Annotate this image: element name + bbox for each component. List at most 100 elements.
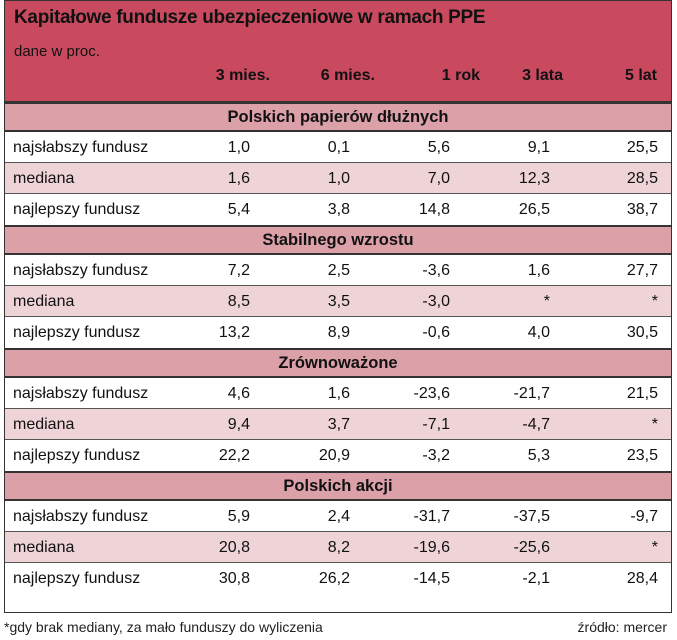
table-row: najlepszy fundusz 22,2 20,9 -3,2 5,3 23,5: [5, 440, 671, 471]
column-header-1-year: 1 rok: [441, 67, 480, 84]
value-cell-3-years: 4,0: [527, 324, 550, 341]
value-cell-3-months: 22,2: [218, 447, 250, 464]
page-subtitle: dane w proc.: [14, 43, 100, 60]
value-cell-3-months: 20,8: [218, 539, 250, 556]
table-row: najlepszy fundusz 13,2 8,9 -0,6 4,0 30,5: [5, 317, 671, 348]
row-label: mediana: [13, 416, 75, 433]
value-cell-6-months: 26,2: [318, 570, 350, 587]
section-header: Zrównoważone: [5, 348, 671, 378]
value-cell-1-year: 5,6: [427, 139, 450, 156]
value-cell-3-months: 4,6: [227, 385, 250, 402]
value-cell-5-years: 28,4: [626, 570, 658, 587]
value-cell-1-year: -7,1: [422, 416, 450, 433]
table-row: najlepszy fundusz 30,8 26,2 -14,5 -2,1 28,4: [5, 563, 671, 594]
row-label: mediana: [13, 170, 75, 187]
value-cell-6-months: 3,7: [327, 416, 350, 433]
value-cell-3-years: -25,6: [513, 539, 550, 556]
value-cell-5-years: 28,5: [626, 170, 658, 187]
value-cell-3-years: 5,3: [527, 447, 550, 464]
row-label: najsłabszy fundusz: [13, 139, 149, 156]
value-cell-5-years: 23,5: [626, 447, 658, 464]
value-cell-6-months: 3,8: [327, 201, 350, 218]
value-cell-3-months: 5,4: [227, 201, 250, 218]
value-cell-1-year: 7,0: [427, 170, 450, 187]
value-cell-3-months: 1,6: [227, 170, 250, 187]
value-cell-3-years: 1,6: [527, 262, 550, 279]
row-label: najlepszy fundusz: [13, 570, 141, 587]
row-label: najsłabszy fundusz: [13, 385, 149, 402]
value-cell-5-years: 38,7: [626, 201, 658, 218]
value-cell-1-year: -19,6: [413, 539, 450, 556]
row-label: mediana: [13, 539, 75, 556]
value-cell-1-year: 14,8: [418, 201, 450, 218]
value-cell-3-years: *: [543, 293, 550, 310]
column-header-3-months: 3 mies.: [215, 67, 270, 84]
value-cell-3-months: 5,9: [227, 508, 250, 525]
value-cell-3-years: -2,1: [522, 570, 550, 587]
value-cell-6-months: 8,2: [327, 539, 350, 556]
row-label: najsłabszy fundusz: [13, 508, 149, 525]
value-cell-1-year: -31,7: [413, 508, 450, 525]
column-header-5-years: 5 lat: [624, 67, 657, 84]
value-cell-1-year: -3,0: [422, 293, 450, 310]
footnote: *gdy brak mediany, za mało funduszy do w…: [4, 619, 323, 635]
value-cell-5-years: 21,5: [626, 385, 658, 402]
table-row: najsłabszy fundusz 7,2 2,5 -3,6 1,6 27,7: [5, 255, 671, 286]
value-cell-3-months: 1,0: [227, 139, 250, 156]
column-header-3-years: 3 lata: [522, 67, 563, 84]
table-row: mediana 9,4 3,7 -7,1 -4,7 *: [5, 409, 671, 440]
row-label: najlepszy fundusz: [13, 324, 141, 341]
table-row: najsłabszy fundusz 5,9 2,4 -31,7 -37,5 -9,7: [5, 501, 671, 532]
value-cell-5-years: -9,7: [630, 508, 658, 525]
section-header: Polskich akcji: [5, 471, 671, 501]
table-row: najlepszy fundusz 5,4 3,8 14,8 26,5 38,7: [5, 194, 671, 225]
value-cell-1-year: -3,6: [422, 262, 450, 279]
value-cell-6-months: 20,9: [318, 447, 350, 464]
row-label: mediana: [13, 293, 75, 310]
value-cell-6-months: 1,0: [327, 170, 350, 187]
value-cell-5-years: 27,7: [626, 262, 658, 279]
value-cell-3-years: 26,5: [518, 201, 550, 218]
table-row: mediana 20,8 8,2 -19,6 -25,6 *: [5, 532, 671, 563]
source-note: źródło: mercer: [577, 619, 667, 635]
value-cell-3-months: 30,8: [218, 570, 250, 587]
table-row: najsłabszy fundusz 1,0 0,1 5,6 9,1 25,5: [5, 132, 671, 163]
table-row: najsłabszy fundusz 4,6 1,6 -23,6 -21,7 21,5: [5, 378, 671, 409]
value-cell-1-year: -23,6: [413, 385, 450, 402]
row-label: najlepszy fundusz: [13, 201, 141, 218]
value-cell-3-years: 12,3: [518, 170, 550, 187]
section-header: Polskich papierów dłużnych: [5, 102, 671, 132]
column-header-6-months: 6 mies.: [320, 67, 375, 84]
value-cell-6-months: 1,6: [327, 385, 350, 402]
value-cell-6-months: 0,1: [327, 139, 350, 156]
value-cell-3-months: 7,2: [227, 262, 250, 279]
value-cell-1-year: -0,6: [422, 324, 450, 341]
value-cell-5-years: *: [651, 539, 658, 556]
value-cell-3-years: -4,7: [522, 416, 550, 433]
value-cell-6-months: 3,5: [327, 293, 350, 310]
value-cell-6-months: 2,5: [327, 262, 350, 279]
value-cell-3-years: 9,1: [527, 139, 550, 156]
page-title: Kapitałowe fundusze ubezpieczeniowe w ra…: [14, 7, 486, 28]
row-label: najsłabszy fundusz: [13, 262, 149, 279]
table-row: mediana 8,5 3,5 -3,0 * *: [5, 286, 671, 317]
value-cell-1-year: -3,2: [422, 447, 450, 464]
row-label: najlepszy fundusz: [13, 447, 141, 464]
value-cell-5-years: *: [651, 293, 658, 310]
table-header: Kapitałowe fundusze ubezpieczeniowe w ra…: [5, 1, 671, 103]
value-cell-3-months: 9,4: [227, 416, 250, 433]
value-cell-5-years: *: [651, 416, 658, 433]
value-cell-6-months: 8,9: [327, 324, 350, 341]
value-cell-3-years: -37,5: [513, 508, 550, 525]
value-cell-3-months: 8,5: [227, 293, 250, 310]
table-panel: Kapitałowe fundusze ubezpieczeniowe w ra…: [4, 0, 672, 613]
value-cell-3-years: -21,7: [513, 385, 550, 402]
value-cell-6-months: 2,4: [327, 508, 350, 525]
value-cell-5-years: 30,5: [626, 324, 658, 341]
table-row: mediana 1,6 1,0 7,0 12,3 28,5: [5, 163, 671, 194]
section-header: Stabilnego wzrostu: [5, 225, 671, 255]
value-cell-1-year: -14,5: [413, 570, 450, 587]
value-cell-3-months: 13,2: [218, 324, 250, 341]
value-cell-5-years: 25,5: [626, 139, 658, 156]
